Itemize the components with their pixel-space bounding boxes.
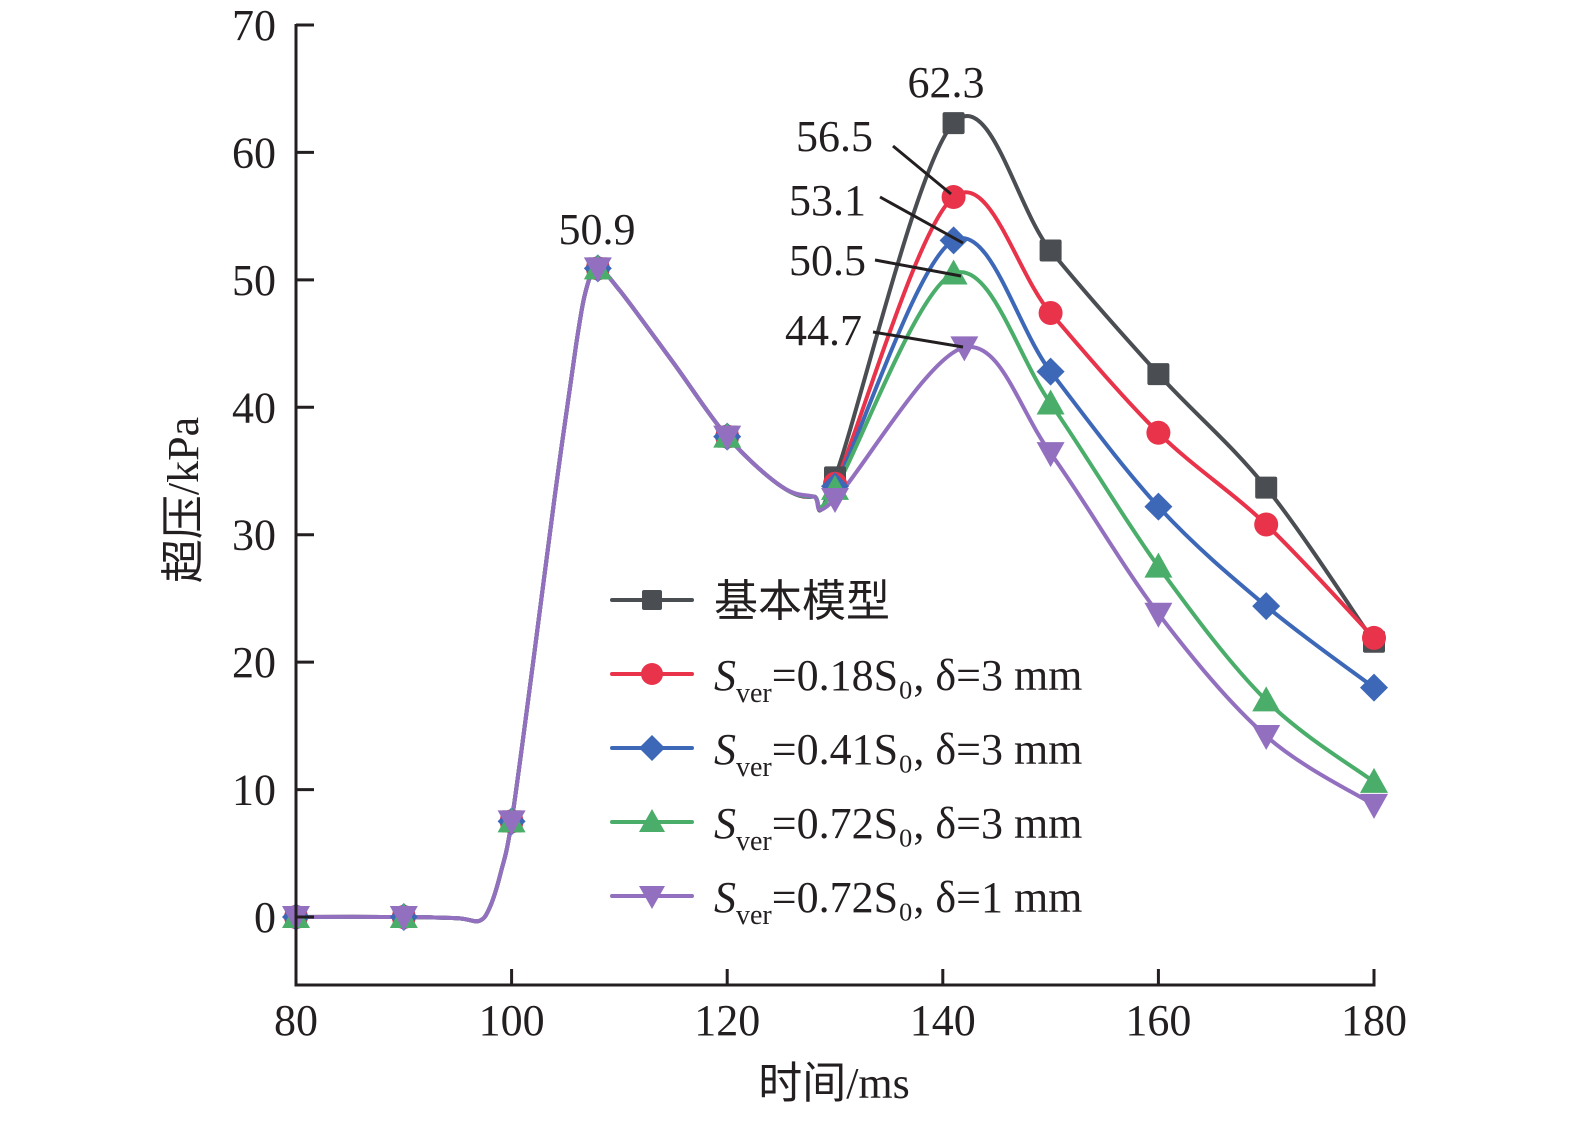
legend-item: Sver=0.72S₀, δ=1 mm: [610, 873, 1082, 931]
peak-label: 50.5: [789, 236, 866, 285]
legend-label: Sver=0.41S₀, δ=3 mm: [714, 725, 1082, 783]
diamond-marker: [639, 735, 665, 761]
triangle-down-marker: [497, 810, 526, 836]
legend-label: Sver=0.18S₀, δ=3 mm: [714, 651, 1082, 709]
y-tick-label: 50: [232, 256, 276, 305]
y-tick-label: 0: [254, 893, 276, 942]
triangle-down-marker: [639, 886, 665, 909]
circle-marker: [641, 663, 663, 685]
triangle-up-marker: [1360, 767, 1388, 793]
peak-label: 50.9: [559, 205, 636, 254]
peak-label: 53.1: [789, 176, 866, 225]
triangle-up-marker: [1144, 552, 1173, 578]
y-axis-title: 超压/kPa: [159, 417, 208, 583]
legend-label-subscript: ver: [736, 826, 772, 857]
x-tick-label: 80: [274, 996, 318, 1045]
diamond-marker: [1252, 592, 1281, 621]
leader-line: [874, 258, 962, 278]
triangle-down-marker: [1360, 793, 1388, 819]
peak-label: 62.3: [908, 58, 985, 107]
y-tick-label: 20: [232, 638, 276, 687]
triangle-up-marker: [939, 259, 968, 285]
legend-label-symbol: S: [714, 873, 736, 922]
y-tick-label: 70: [232, 1, 276, 50]
legend-item: Sver=0.41S₀, δ=3 mm: [610, 725, 1082, 783]
leader-line: [879, 195, 964, 245]
square-marker: [942, 112, 965, 135]
x-tick-label: 180: [1341, 996, 1407, 1045]
triangle-down-marker: [713, 425, 742, 451]
x-axis-title: 时间/ms: [758, 1059, 910, 1108]
legend-label: 基本模型: [714, 577, 890, 626]
triangle-down-marker: [389, 906, 418, 931]
legend-label-symbol: S: [714, 725, 736, 774]
y-tick-label: 40: [232, 383, 276, 432]
triangle-up-marker: [639, 809, 665, 832]
diamond-marker: [1360, 673, 1388, 702]
legend-label-rest: =0.72S₀, δ=3 mm: [772, 799, 1083, 848]
triangle-down-marker: [1144, 602, 1173, 628]
legend-label-symbol: S: [714, 651, 736, 700]
legend-label-subscript: ver: [736, 752, 772, 783]
leader-line: [872, 330, 964, 349]
square-marker: [642, 590, 662, 610]
leader-line: [892, 144, 952, 196]
diamond-marker: [1036, 357, 1065, 386]
x-ticks: 80 100 120 140 160 180: [274, 969, 1407, 1045]
circle-marker: [1254, 512, 1279, 537]
legend-label: Sver=0.72S₀, δ=3 mm: [714, 799, 1082, 857]
legend-label-rest: =0.72S₀, δ=1 mm: [772, 873, 1083, 922]
axes: 0 10 20 30 40 50 60 70 80 100 120 140 160 180: [232, 1, 1407, 1045]
legend-label-subscript: ver: [736, 678, 772, 709]
x-tick-label: 100: [479, 996, 545, 1045]
peak-annotations: 50.9 62.3 56.5 53.1 50.5 44.7: [559, 58, 985, 355]
y-tick-label: 30: [232, 511, 276, 560]
legend-item: Sver=0.72S₀, δ=3 mm: [610, 799, 1082, 857]
square-marker: [1147, 363, 1170, 386]
triangle-up-marker: [1252, 686, 1281, 712]
legend-label: Sver=0.72S₀, δ=1 mm: [714, 873, 1082, 931]
legend-item: 基本模型: [610, 577, 890, 626]
peak-label: 44.7: [785, 306, 862, 355]
y-tick-label: 60: [232, 128, 276, 177]
triangle-down-marker: [583, 257, 612, 283]
circle-marker: [1038, 300, 1063, 325]
legend-item: Sver=0.18S₀, δ=3 mm: [610, 651, 1082, 709]
triangle-down-marker: [1252, 725, 1281, 751]
diamond-marker: [1144, 492, 1173, 521]
legend-label-rest: =0.18S₀, δ=3 mm: [772, 651, 1083, 700]
triangle-up-marker: [1036, 389, 1065, 415]
triangle-down-marker: [821, 488, 849, 514]
y-tick-label: 10: [232, 766, 276, 815]
square-marker: [1255, 476, 1278, 499]
triangle-down-marker: [950, 336, 979, 362]
legend-label-subscript: ver: [736, 900, 772, 931]
circle-marker: [1146, 420, 1171, 445]
circle-marker: [1362, 625, 1386, 650]
legend-label-rest: =0.41S₀, δ=3 mm: [772, 725, 1083, 774]
triangle-down-marker: [1036, 442, 1065, 468]
legend-label-symbol: S: [714, 799, 736, 848]
x-tick-label: 160: [1125, 996, 1191, 1045]
square-marker: [1039, 239, 1062, 262]
peak-label: 56.5: [796, 112, 873, 161]
x-tick-label: 120: [694, 996, 760, 1045]
x-tick-label: 140: [910, 996, 976, 1045]
y-ticks: 0 10 20 30 40 50 60 70: [232, 1, 314, 942]
